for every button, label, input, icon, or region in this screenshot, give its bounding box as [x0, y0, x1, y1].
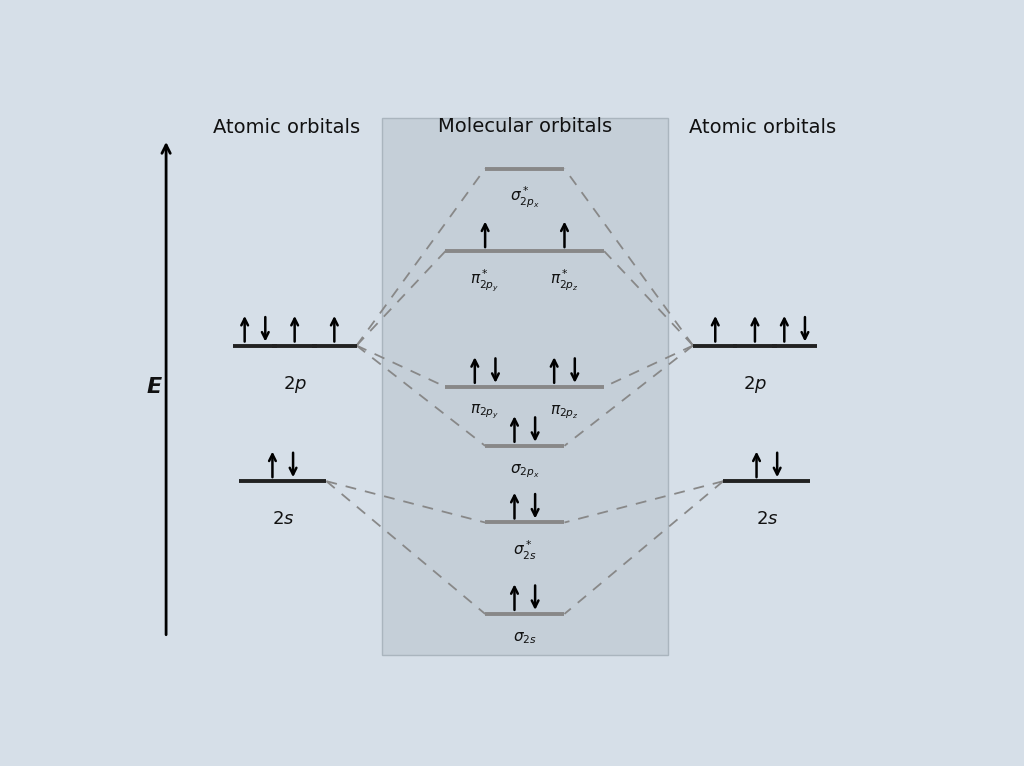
- Text: $\pi_{2p_z}$: $\pi_{2p_z}$: [550, 404, 579, 421]
- Text: $\pi^*_{2p_z}$: $\pi^*_{2p_z}$: [550, 267, 579, 293]
- Text: $\pi_{2p_y}$: $\pi_{2p_y}$: [470, 404, 500, 421]
- Text: $2p$: $2p$: [283, 374, 306, 394]
- Text: $\sigma^*_{2s}$: $\sigma^*_{2s}$: [513, 539, 537, 562]
- Text: Atomic orbitals: Atomic orbitals: [213, 119, 360, 137]
- Text: $2s$: $2s$: [271, 509, 294, 528]
- Text: Atomic orbitals: Atomic orbitals: [689, 119, 837, 137]
- Text: $\sigma^*_{2p_x}$: $\sigma^*_{2p_x}$: [510, 185, 540, 210]
- Text: $2s$: $2s$: [756, 509, 778, 528]
- Text: E: E: [146, 377, 162, 397]
- Text: Molecular orbitals: Molecular orbitals: [437, 116, 612, 136]
- Text: $\sigma_{2p_x}$: $\sigma_{2p_x}$: [510, 463, 540, 480]
- Bar: [382, 119, 668, 655]
- Text: $\sigma_{2s}$: $\sigma_{2s}$: [513, 630, 537, 647]
- Text: $\pi^*_{2p_y}$: $\pi^*_{2p_y}$: [470, 267, 500, 293]
- Text: $2p$: $2p$: [743, 374, 767, 394]
